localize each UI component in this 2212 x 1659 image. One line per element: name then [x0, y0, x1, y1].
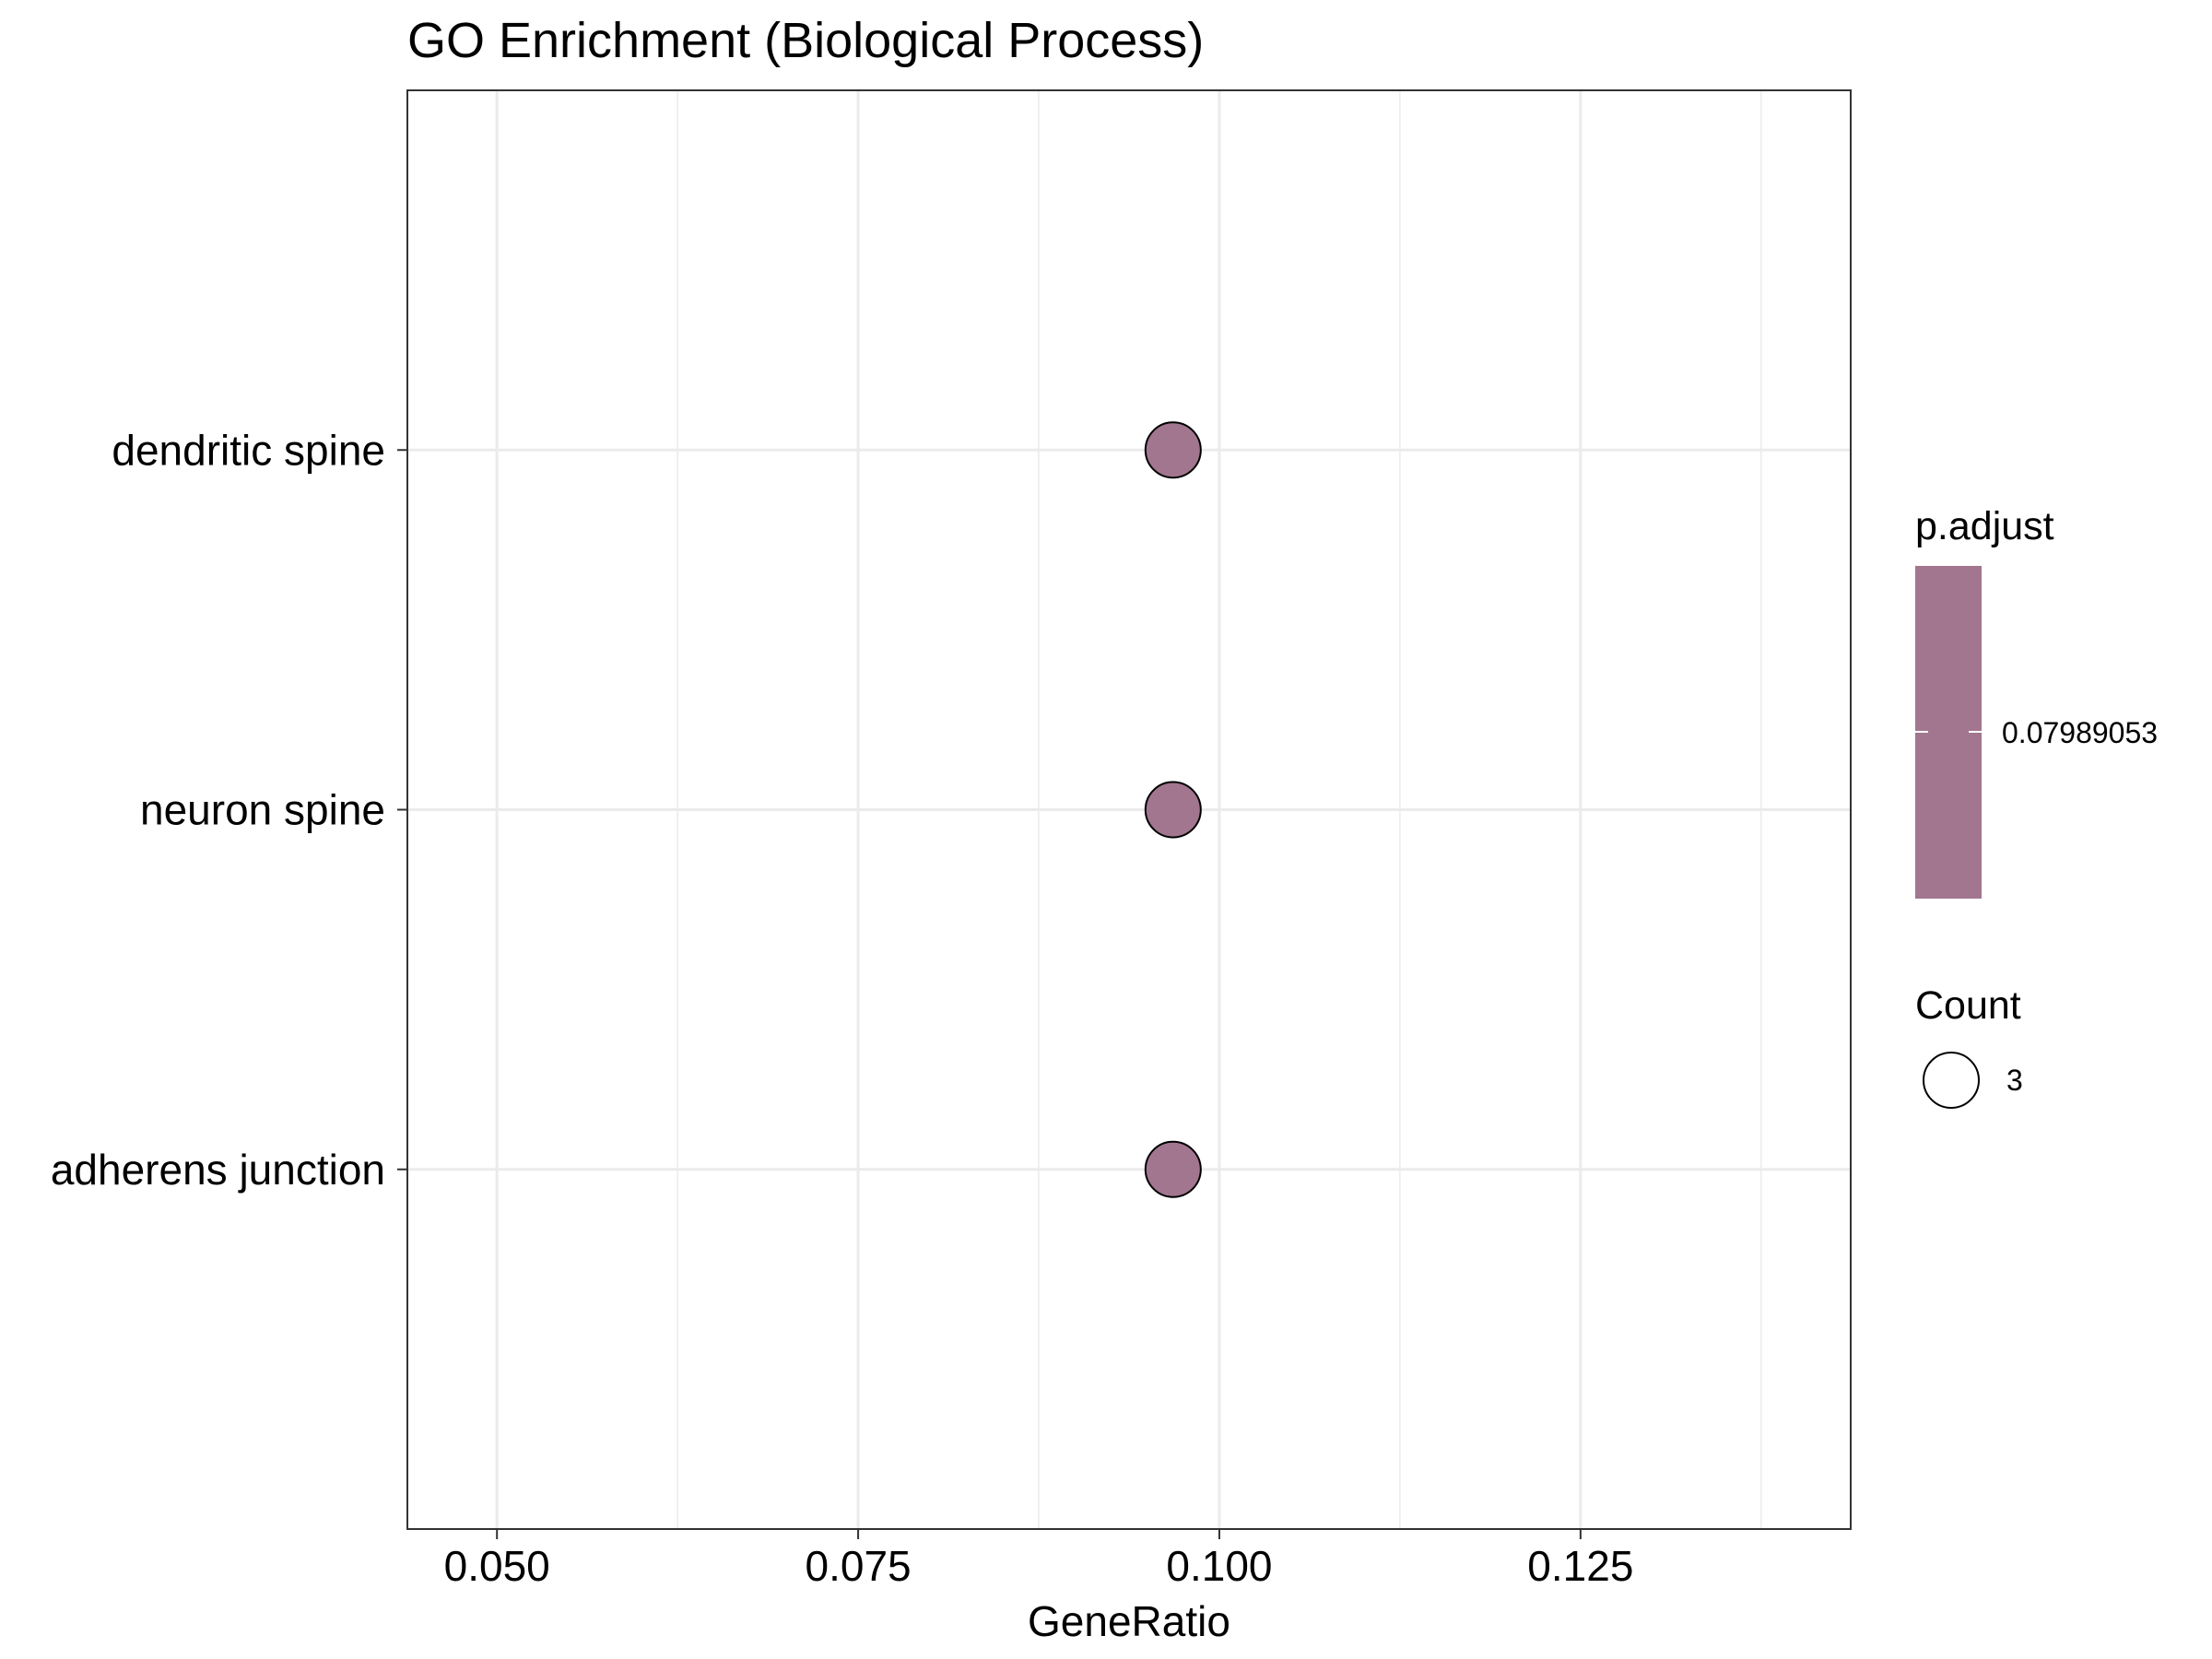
- x-tick-label: 0.100: [1166, 1542, 1272, 1590]
- chart-title: GO Enrichment (Biological Process): [407, 13, 1204, 68]
- x-axis: 0.050 0.075 0.100 0.125: [444, 1529, 1633, 1590]
- x-tick-label: 0.125: [1527, 1542, 1633, 1590]
- plot-panel: [406, 89, 1852, 1530]
- x-axis-title: GeneRatio: [1028, 1597, 1230, 1645]
- y-tick-label: adherens junction: [51, 1146, 385, 1194]
- y-tick-label: dendritic spine: [112, 426, 385, 474]
- data-point: [1144, 1140, 1202, 1198]
- x-tick-label: 0.050: [444, 1542, 550, 1590]
- y-tick-label: neuron spine: [140, 786, 385, 834]
- legend-size-label: 3: [2006, 1064, 2023, 1097]
- y-axis: dendritic spine neuron spine adherens junc…: [51, 426, 407, 1194]
- legend-size-title: Count: [1915, 983, 2021, 1028]
- data-points: [1144, 421, 1202, 1198]
- legend-color-title: p.adjust: [1915, 504, 2054, 548]
- legend-color-label: 0.07989053: [2002, 716, 2158, 749]
- legend-size-key: [1923, 1052, 1980, 1109]
- major-gridlines: [407, 90, 1851, 1529]
- data-point: [1144, 781, 1202, 839]
- x-tick-label: 0.075: [806, 1542, 912, 1590]
- data-point: [1144, 421, 1202, 479]
- legend: p.adjust 0.07989053 Count 3: [1915, 504, 2158, 1109]
